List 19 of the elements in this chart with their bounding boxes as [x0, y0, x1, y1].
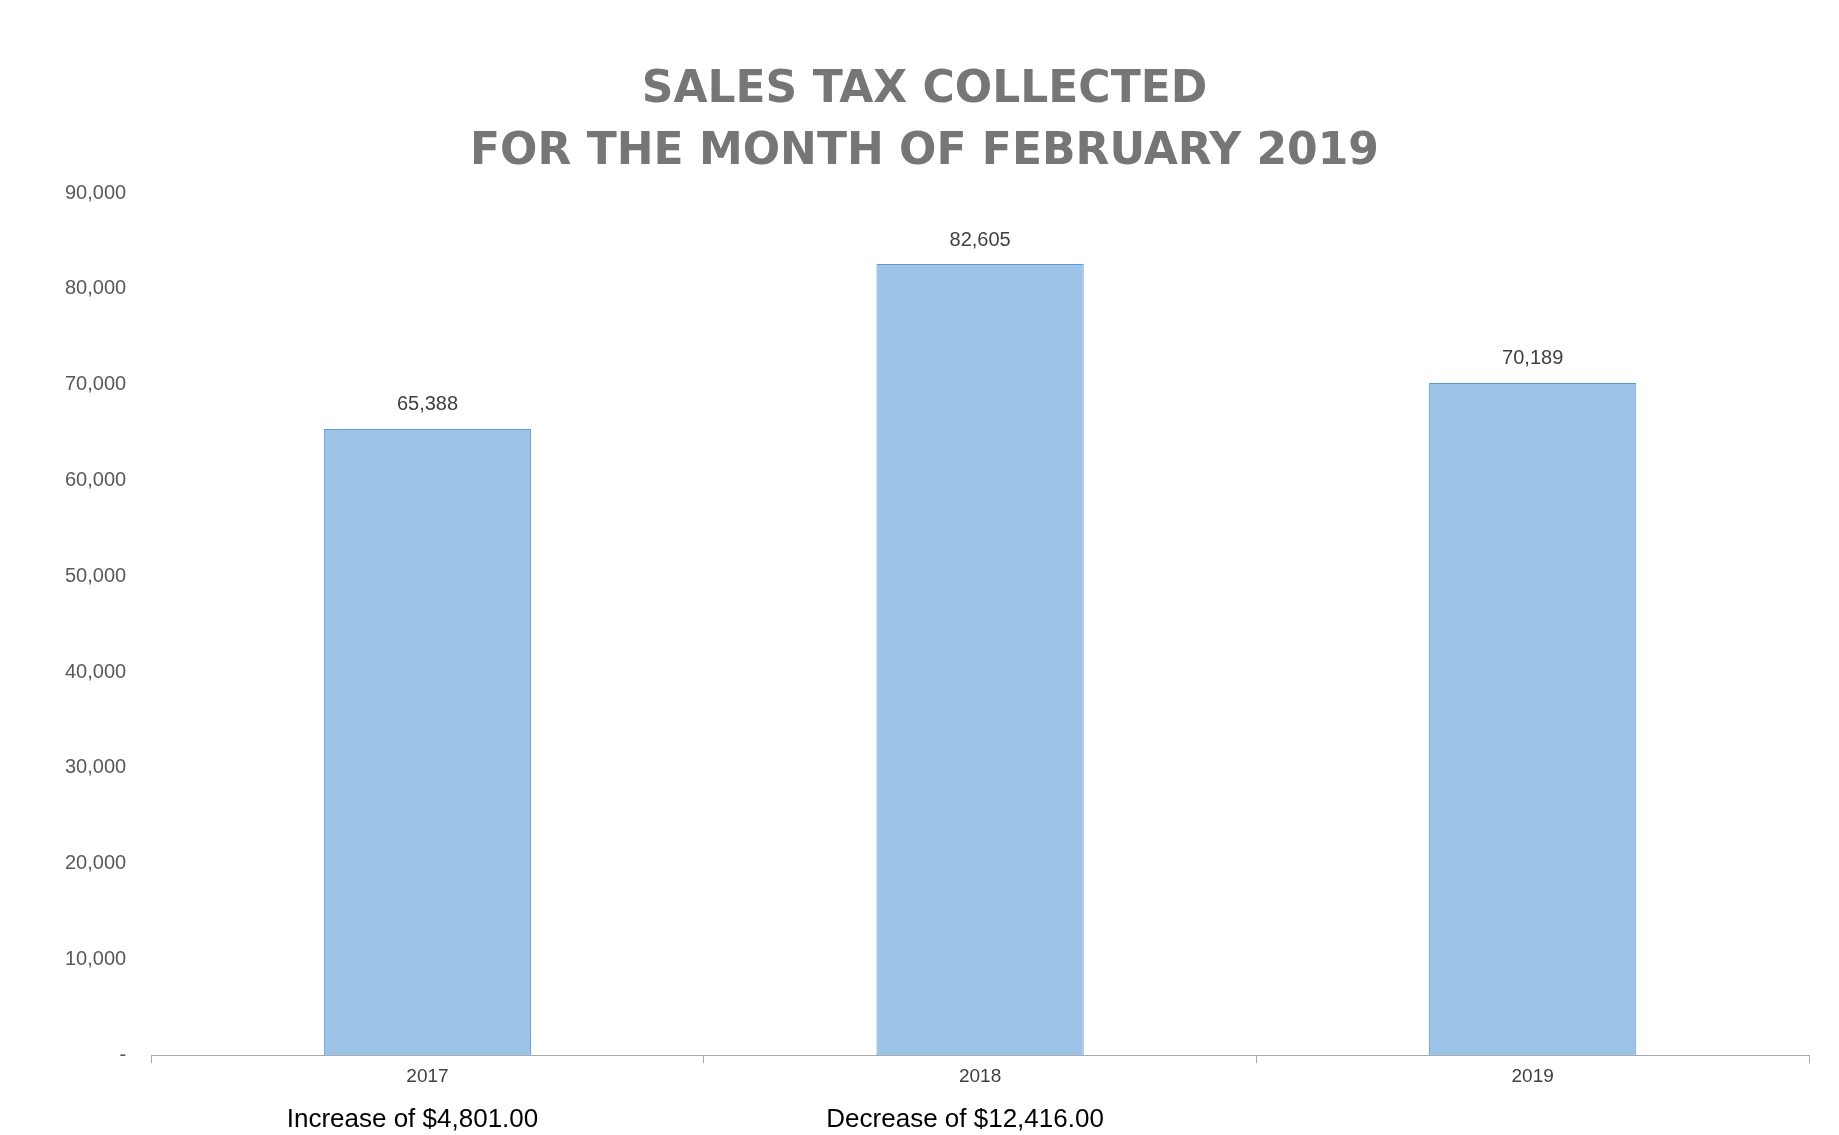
- data-label: 70,189: [1502, 346, 1564, 369]
- y-tick-label: -: [119, 1042, 127, 1065]
- text: Increase of $4,801.00: [286, 1103, 539, 1134]
- data-label: 82,605: [949, 227, 1011, 250]
- y-tick-label: 60,000: [65, 468, 127, 491]
- y-tick-label: 40,000: [65, 659, 127, 682]
- chart-title: SALES TAX COLLECTED FOR THE MONTH OF FEBRUARY 2019: [470, 61, 1379, 174]
- text: Decrease of $12,416.00: [826, 1103, 1104, 1134]
- y-tick-label: 50,000: [65, 563, 127, 586]
- x-tick-label: 2017: [406, 1064, 449, 1086]
- y-tick-label: 30,000: [65, 755, 127, 778]
- data-label: 65,388: [396, 392, 459, 415]
- y-tick-label: 90,000: [65, 180, 127, 203]
- y-tick-label: 70,000: [65, 372, 127, 395]
- y-tick-label: 20,000: [65, 851, 127, 874]
- y-tick-label: 80,000: [65, 276, 127, 299]
- y-tick-label: 10,000: [65, 946, 127, 969]
- x-tick-label: 2018: [958, 1064, 1002, 1086]
- x-tick-label: 2019: [1511, 1064, 1554, 1086]
